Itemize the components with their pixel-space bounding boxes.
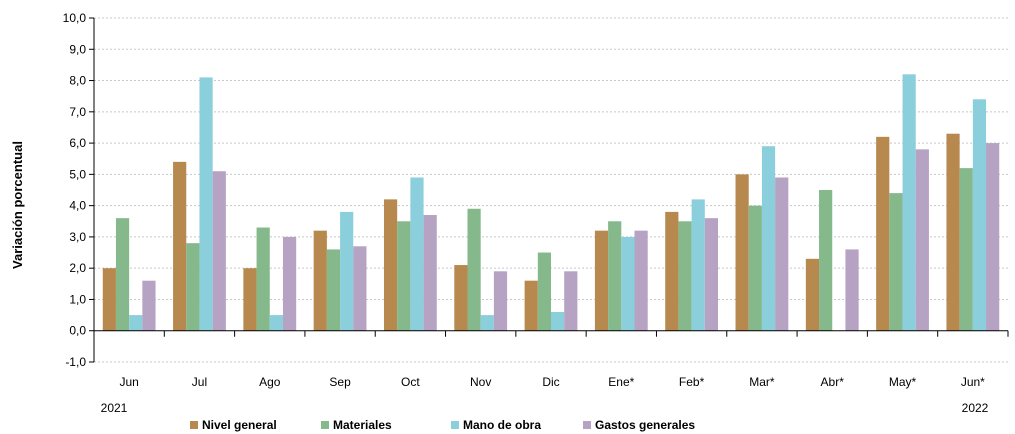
bar xyxy=(173,161,187,331)
bars xyxy=(102,74,1000,331)
bar xyxy=(902,74,916,331)
bar xyxy=(915,149,929,331)
x-tick-label: Abr* xyxy=(821,375,845,389)
y-tick-label: 7,0 xyxy=(69,105,86,119)
bar xyxy=(748,205,762,331)
bar xyxy=(256,227,270,331)
year-label-end: 2022 xyxy=(962,401,989,415)
y-tick-label: 10,0 xyxy=(63,11,87,25)
bar xyxy=(353,246,367,331)
legend: Nivel general Materiales Mano de obra Gasto… xyxy=(190,418,695,432)
axes xyxy=(93,18,1008,362)
bar xyxy=(665,211,679,331)
bar xyxy=(129,315,143,331)
bar xyxy=(594,230,609,331)
y-tick-label: 9,0 xyxy=(69,42,86,56)
legend-swatch xyxy=(583,421,591,429)
bar xyxy=(480,315,494,331)
bar xyxy=(775,177,789,331)
x-tick-label: May* xyxy=(889,375,917,389)
bar xyxy=(282,236,297,331)
bar xyxy=(621,236,635,331)
bar xyxy=(876,136,890,331)
bar xyxy=(243,268,257,331)
bar xyxy=(608,221,622,331)
y-axis-label: Variación porcentual xyxy=(10,141,25,269)
bar xyxy=(946,133,960,331)
bar xyxy=(102,268,116,331)
x-tick-label: Jun* xyxy=(961,375,985,389)
x-tick-label: Sep xyxy=(329,375,351,389)
bar xyxy=(691,199,705,331)
bar xyxy=(634,230,648,331)
bar xyxy=(845,249,859,331)
bar xyxy=(186,243,200,331)
bar xyxy=(959,168,973,331)
bar xyxy=(972,99,987,331)
x-tick-label: Nov xyxy=(470,375,491,389)
bar xyxy=(454,265,468,331)
x-tick-label: Jul xyxy=(192,375,207,389)
y-tick-label: 1,0 xyxy=(69,292,86,306)
bar xyxy=(423,215,437,331)
x-axis-ticks: Jun Jul Ago Sep Oct Nov Dic Ene* Feb* Mar* Abr* May… xyxy=(93,330,1009,389)
legend-swatch xyxy=(190,421,198,429)
bar xyxy=(115,218,130,331)
legend-label: Materiales xyxy=(333,418,392,432)
bar xyxy=(735,174,749,331)
bar xyxy=(340,211,354,331)
x-tick-label: Oct xyxy=(401,375,420,389)
bar xyxy=(142,280,156,331)
bar xyxy=(269,315,283,331)
y-tick-label: 8,0 xyxy=(69,74,86,88)
y-axis-ticks: -1,0 0,0 1,0 2,0 3,0 4,0 5,0 6,0 7,0 8,0 9,0 10,0 xyxy=(63,11,94,369)
bar xyxy=(889,193,903,331)
x-tick-label: Feb* xyxy=(679,375,705,389)
legend-label: Mano de obra xyxy=(463,418,541,432)
bar xyxy=(819,190,833,331)
bar xyxy=(537,252,551,331)
y-tick-label: 5,0 xyxy=(69,167,86,181)
bar xyxy=(761,146,776,331)
bar xyxy=(524,280,538,331)
legend-swatch xyxy=(451,421,459,429)
x-tick-label: Dic xyxy=(542,375,559,389)
bar xyxy=(383,199,398,331)
bar xyxy=(564,271,578,331)
x-tick-label: Ago xyxy=(259,375,281,389)
x-tick-label: Jun xyxy=(119,375,138,389)
y-tick-label: 0,0 xyxy=(69,324,86,338)
y-tick-label: 2,0 xyxy=(69,261,86,275)
bar xyxy=(326,249,341,331)
bar xyxy=(467,208,481,331)
bar xyxy=(493,271,508,331)
y-tick-label: -1,0 xyxy=(65,355,86,369)
legend-swatch xyxy=(321,421,329,429)
bar xyxy=(551,311,565,331)
y-tick-label: 4,0 xyxy=(69,199,86,213)
year-label-start: 2021 xyxy=(101,401,128,415)
bar xyxy=(704,218,719,331)
bar xyxy=(986,143,1000,331)
legend-label: Nivel general xyxy=(202,418,277,432)
x-tick-label: Mar* xyxy=(749,375,775,389)
bar xyxy=(410,177,424,331)
x-tick-label: Ene* xyxy=(608,375,634,389)
legend-label: Gastos generales xyxy=(595,418,695,432)
y-tick-label: 3,0 xyxy=(69,230,86,244)
bar xyxy=(397,221,411,331)
bar xyxy=(212,171,226,331)
y-tick-label: 6,0 xyxy=(69,136,86,150)
bar xyxy=(313,230,327,331)
bar xyxy=(199,77,213,331)
bar xyxy=(805,258,820,331)
bar xyxy=(678,221,692,331)
